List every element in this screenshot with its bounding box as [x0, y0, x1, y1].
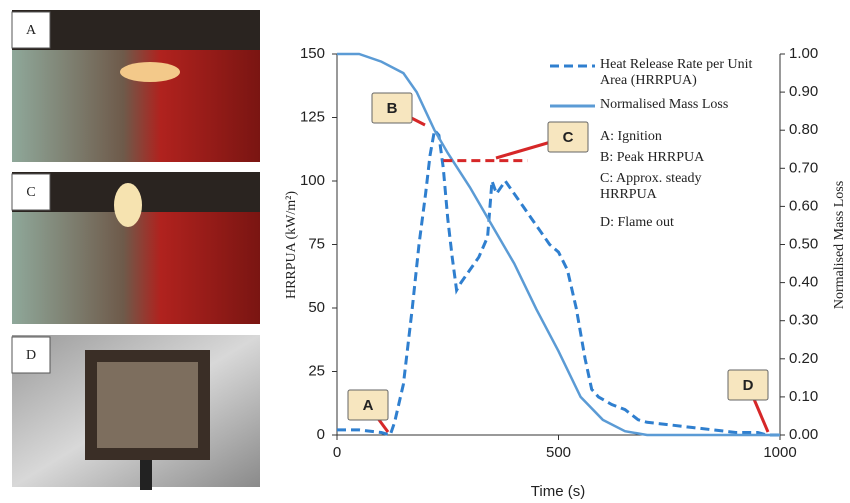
- flame: [120, 62, 180, 82]
- y2-tick-label: 0.40: [789, 274, 818, 291]
- callout-label: D: [743, 377, 754, 394]
- y2-tick-label: 0.20: [789, 350, 818, 367]
- y-tick-label: 0: [317, 426, 325, 443]
- photo-panels: A C D: [12, 10, 260, 490]
- y2-axis-title: Normalised Mass Loss: [832, 181, 847, 309]
- y-tick-label: 75: [308, 235, 325, 252]
- y-tick-label: 25: [308, 362, 325, 379]
- y2-tick-label: 0.50: [789, 235, 818, 252]
- y-axis-title: HRRPUA (kW/m²): [284, 191, 299, 299]
- callout-label: B: [387, 100, 398, 117]
- figure: A C D Time (s) HRRPUA (kW/m²) Normalised…: [0, 0, 850, 503]
- legend-label: Heat Release Rate per Unit Area (HRRPUA): [600, 57, 780, 89]
- photo-label: A: [26, 23, 37, 38]
- flame: [114, 183, 142, 227]
- y2-tick-label: 1.00: [789, 45, 818, 62]
- data-line: [337, 130, 780, 435]
- y-tick-label: 150: [300, 45, 325, 62]
- annotation-note: D: Flame out: [600, 215, 710, 231]
- x-tick-label: 1000: [763, 444, 796, 461]
- y2-tick-label: 0.30: [789, 312, 818, 329]
- y-tick-label: 100: [300, 172, 325, 189]
- sample-mesh: [97, 362, 198, 448]
- y2-tick-label: 0.80: [789, 121, 818, 138]
- photo-label: D: [26, 348, 36, 363]
- x-tick-label: 0: [333, 444, 341, 461]
- y2-tick-label: 0.70: [789, 159, 818, 176]
- callout-label: A: [363, 397, 374, 414]
- x-tick-label: 500: [546, 444, 571, 461]
- y-tick-label: 125: [300, 108, 325, 125]
- y2-tick-label: 0.00: [789, 426, 818, 443]
- y2-tick-label: 0.10: [789, 388, 818, 405]
- x-axis-title: Time (s): [531, 483, 585, 500]
- legend-label: Normalised Mass Loss: [600, 97, 780, 113]
- annotation-note: B: Peak HRRPUA: [600, 150, 710, 166]
- annotation-note: C: Approx. steady HRRPUA: [600, 171, 710, 203]
- y2-tick-label: 0.90: [789, 83, 818, 100]
- callout-label: C: [563, 129, 574, 146]
- photo-label: C: [26, 185, 35, 200]
- annotation-note: A: Ignition: [600, 129, 710, 145]
- y2-tick-label: 0.60: [789, 197, 818, 214]
- sample-holder: [140, 460, 152, 490]
- y-tick-label: 50: [308, 299, 325, 316]
